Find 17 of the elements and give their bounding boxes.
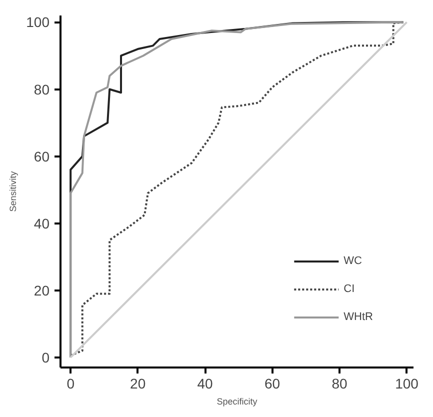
x-tick-label: 60 <box>264 376 280 392</box>
legend-label: WHtR <box>344 311 373 323</box>
y-tick-label: 0 <box>42 349 50 366</box>
y-tick-label: 40 <box>34 215 50 232</box>
x-axis-title: Specificity <box>216 396 258 406</box>
x-tick-label: 40 <box>197 376 214 392</box>
x-tick-label: 20 <box>130 376 146 392</box>
y-tick-label: 60 <box>34 148 50 164</box>
x-tick-label: 80 <box>332 376 348 392</box>
legend-label: WC <box>344 255 363 267</box>
y-tick-label: 20 <box>34 282 50 298</box>
x-tick-label: 100 <box>395 376 419 392</box>
y-tick-label: 100 <box>26 14 50 30</box>
x-tick-label: 0 <box>66 376 75 392</box>
y-axis-title: Sensitivity <box>8 170 18 212</box>
y-tick-label: 80 <box>34 81 50 98</box>
legend-label: CI <box>344 283 356 295</box>
